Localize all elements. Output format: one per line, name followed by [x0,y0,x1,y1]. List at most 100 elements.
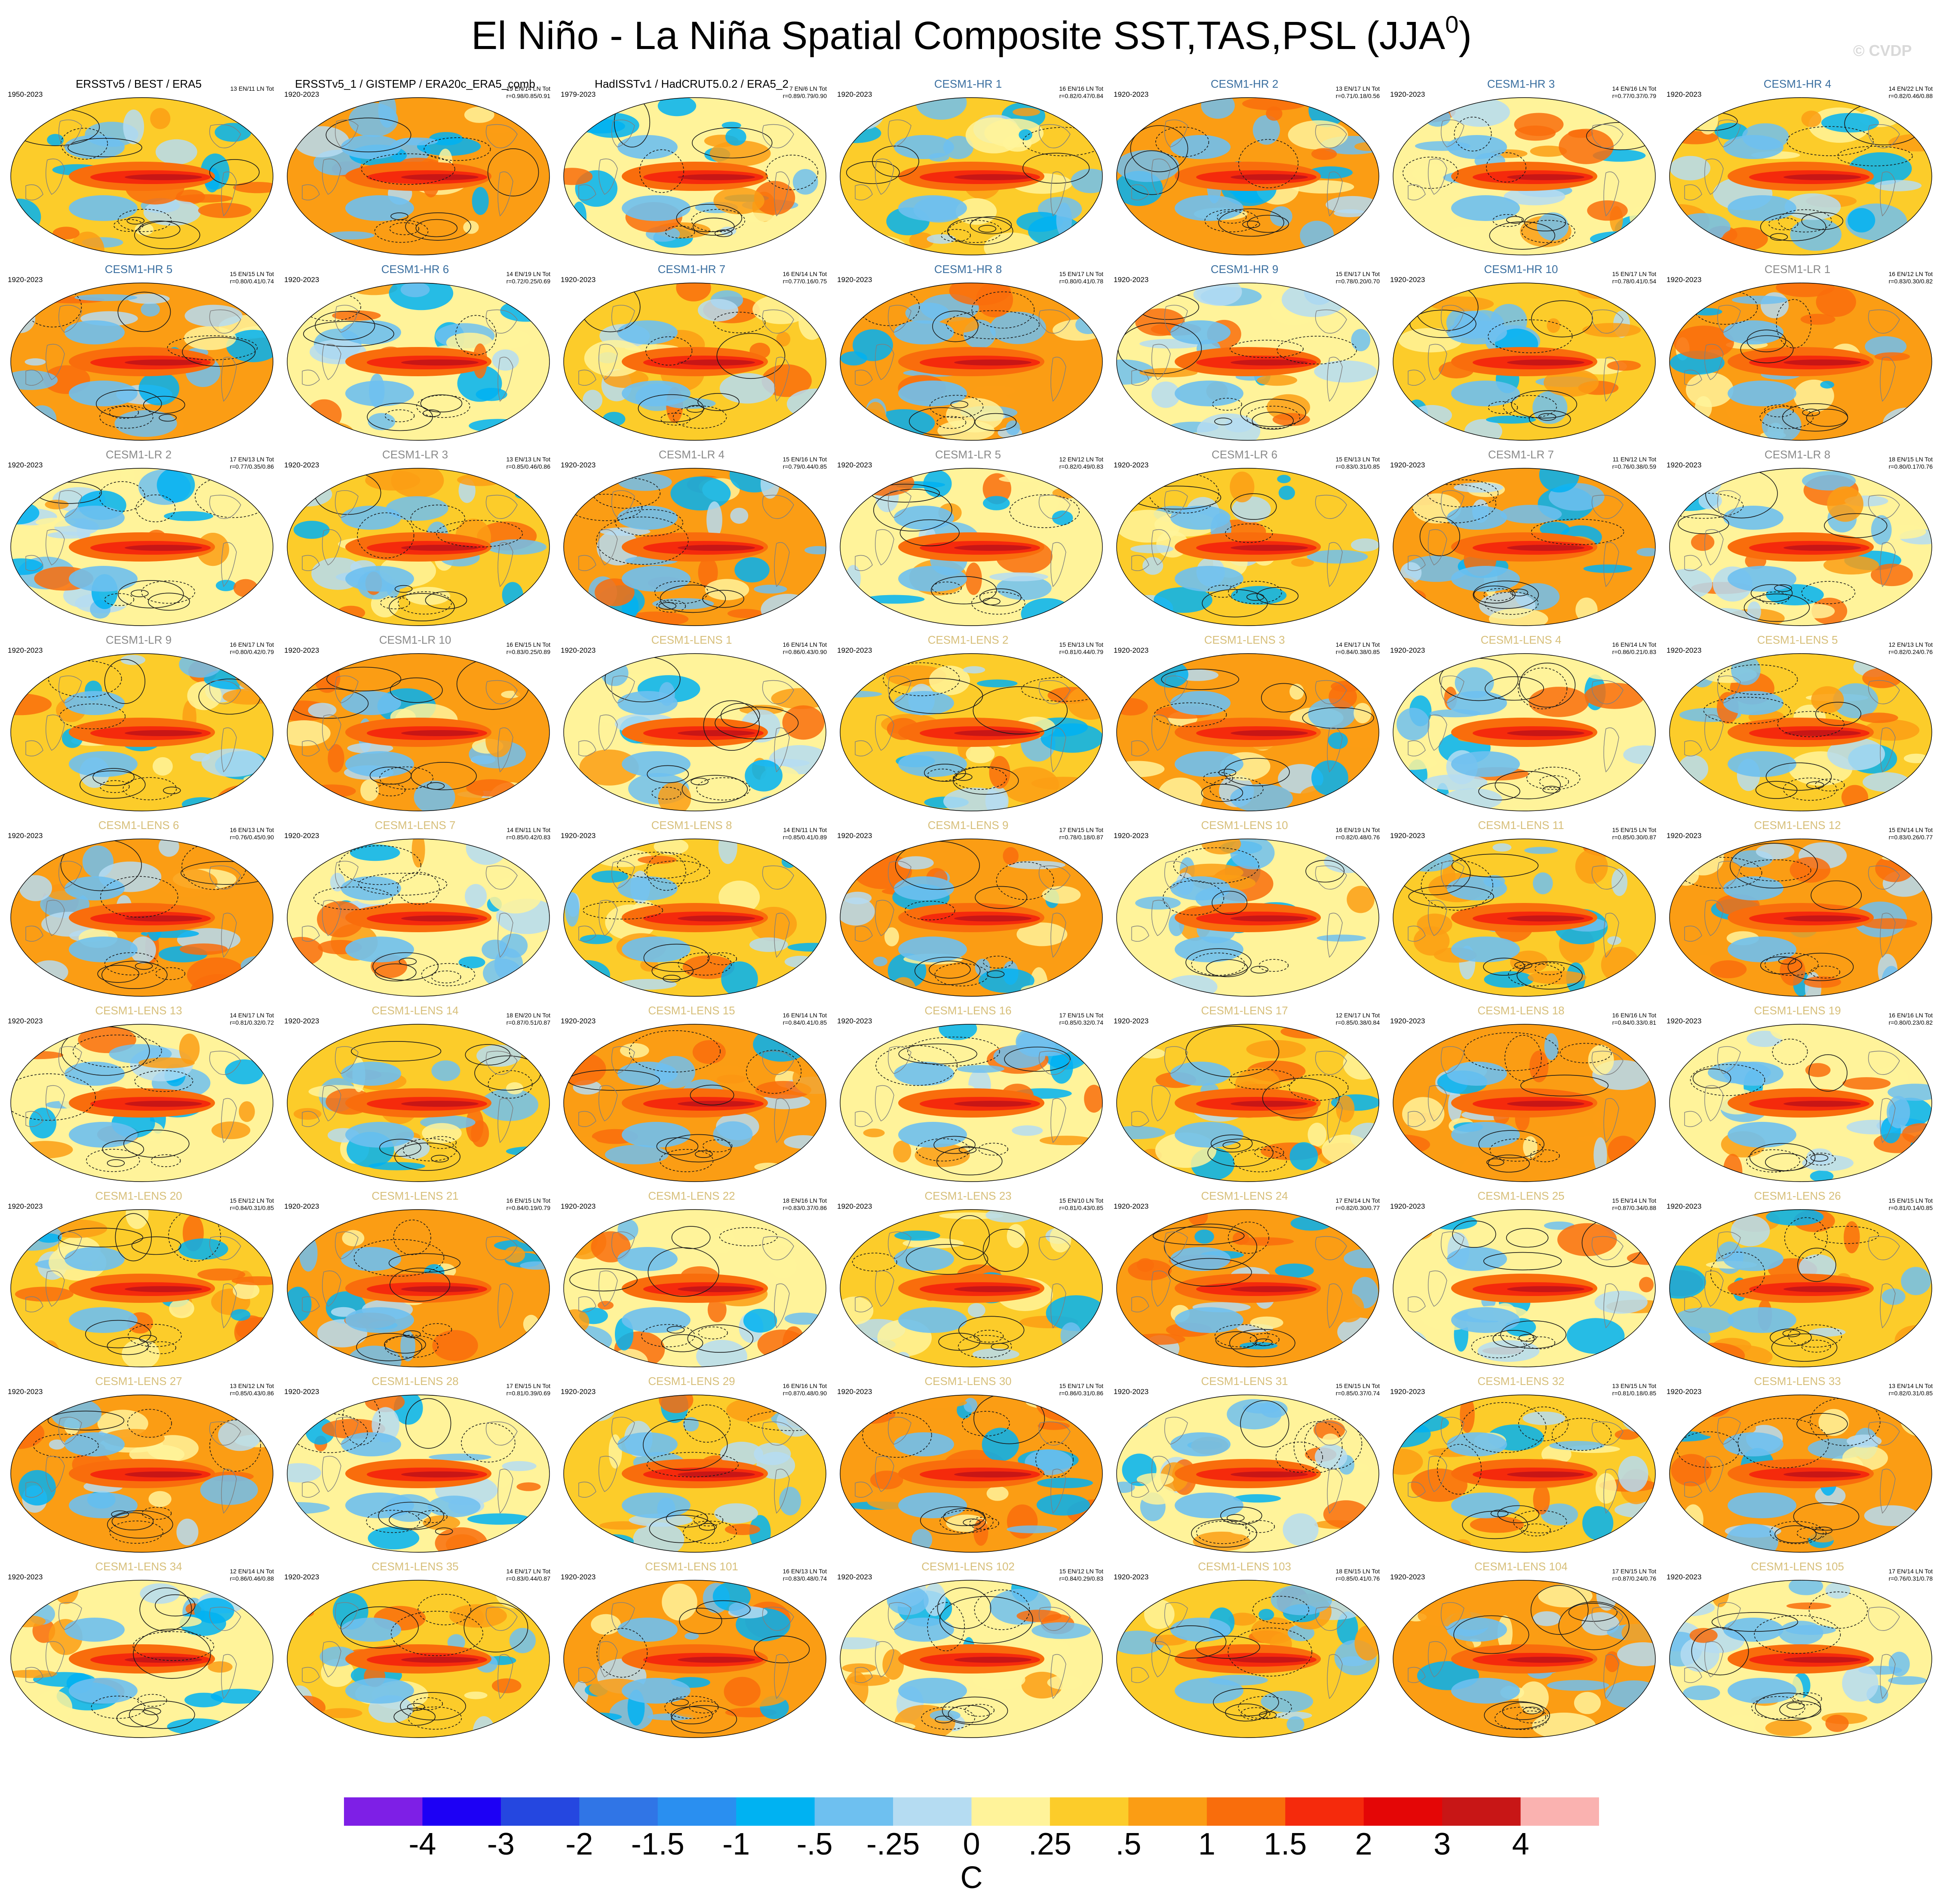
psl-contour [405,212,471,241]
coastline [611,861,635,889]
panel-stats-line: 16 EN/16 LN Tot [1888,1012,1933,1019]
panel-years: 1920-2023 [1114,90,1149,98]
psl-contour [686,405,705,413]
colorbar-swatch [971,1797,1050,1826]
anomaly-patch [1201,839,1241,854]
anomaly-patch [1515,126,1556,141]
anomaly-patch [523,1314,539,1334]
psl-contour [1520,1523,1551,1536]
panel-stats: 12 EN/14 LN Tot r=0.86/0.46/0.88 [230,1568,274,1582]
coastline [58,676,82,703]
anomaly-patch [1455,667,1494,698]
panel-stats-line: 15 EN/17 LN Tot [1335,270,1380,277]
enso-tongue-core [1507,1657,1584,1663]
coastline [1603,542,1619,587]
panel-stats-line: 13 EN/12 LN Tot [230,1382,274,1389]
map-field [1393,98,1655,255]
panel-stats-line: r=0.80/0.41/0.74 [230,278,274,285]
cool-lobe-north [1723,1247,1783,1271]
panel-title: CESM1-LENS 5 [1757,633,1838,646]
coastline [887,861,912,889]
panel-map [1669,653,1932,811]
panel-map [1669,1024,1932,1182]
panel-years: 1920-2023 [1114,1202,1149,1210]
psl-contour [1277,335,1357,365]
panel-stats-line: 17 EN/15 LN Tot [1059,826,1103,833]
psl-contour [1525,1336,1556,1349]
cool-lobe-north [64,1618,125,1642]
panel-years: 1920-2023 [1390,461,1425,469]
anomaly-patch [1780,956,1805,986]
map-field [1670,98,1932,255]
anomaly-patch [1313,1168,1377,1182]
anomaly-patch [1352,469,1374,491]
enso-tongue-core [678,1101,755,1107]
coastline [46,714,65,751]
anomaly-patch [1697,101,1719,135]
anomaly-patch [1710,960,1747,979]
panel-map [1669,838,1932,997]
psl-contour [1770,1328,1812,1347]
map-border [1669,283,1932,441]
anomaly-patch [1151,381,1180,408]
anomaly-patch [720,1441,763,1467]
anomaly-patch [884,927,899,946]
coastline [599,900,618,936]
colorbar-swatch [1206,1797,1286,1826]
anomaly-patch [1698,492,1722,510]
coastline [1164,305,1188,333]
psl-contour [617,851,701,879]
map-border [10,1024,273,1182]
map-field [840,468,1102,626]
anomaly-patch [894,1230,940,1241]
coastline [1428,1641,1447,1677]
anomaly-patch [1532,391,1568,424]
cool-lobe-south [1451,751,1520,777]
psl-contour [1483,1252,1562,1271]
psl-contour [92,768,135,786]
anomaly-patch [400,1330,415,1361]
coastline [1408,1296,1426,1312]
psl-contour [929,961,971,979]
psl-contour [390,1268,451,1302]
panel-map [840,468,1103,626]
psl-contour [1558,1601,1630,1650]
anomaly-patch [1778,1621,1823,1645]
cool-lobe-south [69,1122,138,1148]
anomaly-patch [321,1658,354,1687]
anomaly-patch [235,657,273,691]
anomaly-patch [1670,1395,1717,1414]
anomaly-patch [250,1332,271,1367]
coastline [1868,1606,1900,1631]
coastline [1868,124,1900,148]
psl-contour [163,786,181,795]
cool-lobe-south [345,1492,414,1518]
map-panel: CESM1-LENS 14 1920-2023 18 EN/20 LN Tot r=0… [276,1000,554,1185]
coastline [1131,740,1149,756]
psl-contour [909,407,975,436]
anomaly-patch [1136,1473,1174,1486]
colorbar-swatch [1363,1797,1443,1826]
coastline [1603,1098,1619,1143]
map-border [287,1209,550,1367]
psl-contour [393,1219,431,1255]
anomaly-patch [1499,778,1561,801]
panel-years: 1920-2023 [284,276,319,284]
anomaly-patch [1036,479,1059,515]
coastline [25,184,43,200]
coastline [1717,1046,1741,1074]
map-field [287,283,549,440]
psl-contour [1022,153,1090,184]
panel-stats: 16 EN/15 LN Tot r=0.84/0.19/0.79 [506,1197,550,1212]
psl-contour [666,1326,685,1334]
anomaly-patch [431,1060,460,1081]
psl-contour [973,1330,1004,1343]
coastline [1164,1046,1188,1074]
coastline [1038,1236,1071,1260]
map-field [564,1024,826,1182]
coastline [887,1231,912,1259]
anomaly-patch [713,1121,753,1147]
psl-contour [1522,1707,1541,1714]
coastline [335,861,359,889]
psl-contour [1788,1324,1842,1348]
